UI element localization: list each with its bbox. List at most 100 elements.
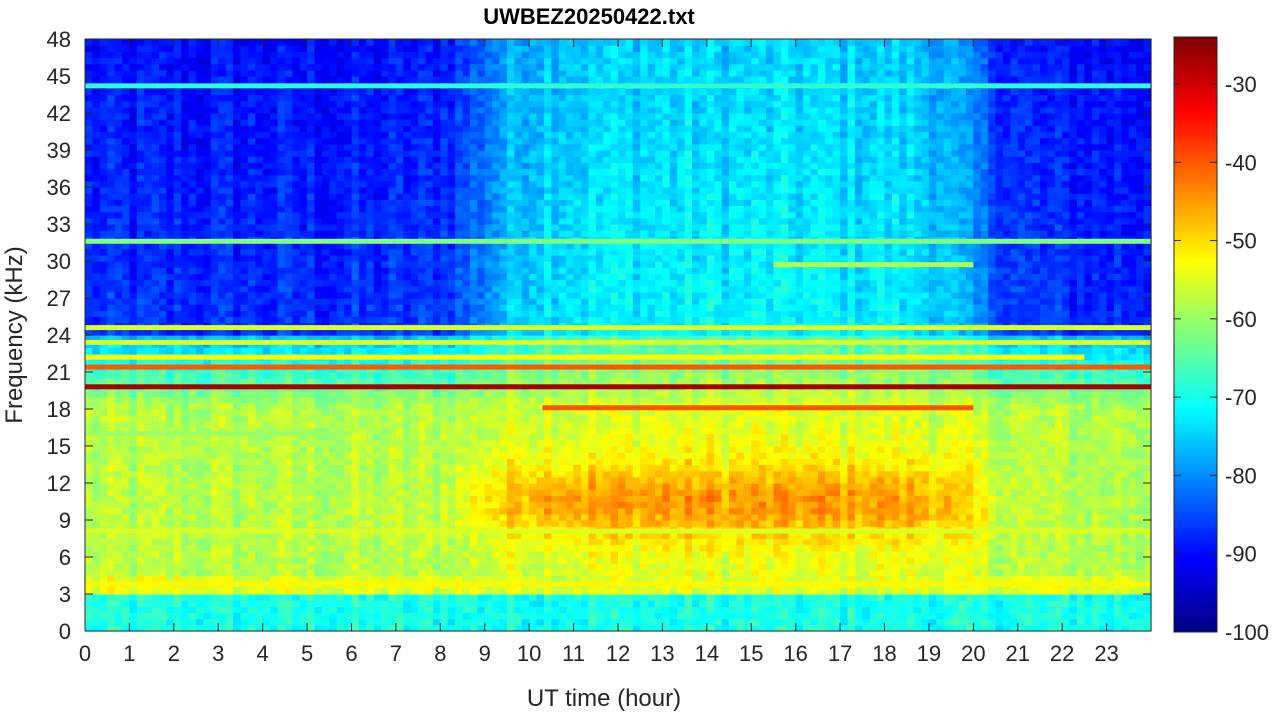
heatmap-cell <box>344 125 353 133</box>
heatmap-cell <box>314 427 323 435</box>
heatmap-cell <box>99 409 108 416</box>
heatmap-cell <box>218 557 227 564</box>
heatmap-cell <box>277 557 286 564</box>
heatmap-cell <box>307 569 316 577</box>
heatmap-cell <box>388 415 397 422</box>
heatmap-cell <box>92 143 101 151</box>
heatmap-cell <box>99 575 108 583</box>
heatmap-cell <box>299 575 308 583</box>
heatmap-cell <box>144 520 153 527</box>
heatmap-cell <box>292 495 301 503</box>
heatmap-cell <box>284 230 293 237</box>
heatmap-cell <box>381 291 390 299</box>
heatmap-cell <box>462 224 471 231</box>
heatmap-cell <box>277 452 286 459</box>
heatmap-cell <box>395 612 404 620</box>
heatmap-cell <box>307 433 316 441</box>
heatmap-cell <box>85 137 93 145</box>
heatmap-cell <box>92 594 101 601</box>
heatmap-cell <box>336 143 345 151</box>
heatmap-cell <box>432 137 441 145</box>
heatmap-cell <box>99 180 108 188</box>
heatmap-cell <box>159 390 168 398</box>
heatmap-cell <box>225 328 234 336</box>
heatmap-cell <box>255 587 264 595</box>
heatmap-cell <box>410 119 419 126</box>
heatmap-cell <box>247 439 256 447</box>
heatmap-cell <box>462 291 471 299</box>
heatmap-cell <box>136 594 145 601</box>
heatmap-cell <box>373 415 382 422</box>
heatmap-cell <box>233 372 242 379</box>
heatmap-cell <box>262 291 271 299</box>
heatmap-cell <box>210 125 219 133</box>
heatmap-cell <box>144 507 153 515</box>
heatmap-cell <box>418 131 427 139</box>
heatmap-cell <box>307 156 316 163</box>
heatmap-cell <box>284 427 293 435</box>
heatmap-cell <box>381 180 390 188</box>
heatmap-cell <box>455 513 464 521</box>
heatmap-cell <box>85 532 93 540</box>
heatmap-cell <box>292 63 301 71</box>
heatmap-cell <box>418 156 427 163</box>
heatmap-cell <box>462 452 471 459</box>
heatmap-cell <box>129 316 138 324</box>
heatmap-cell <box>388 544 397 552</box>
heatmap-cell <box>173 378 182 385</box>
heatmap-cell <box>233 532 242 540</box>
heatmap-cell <box>218 464 227 472</box>
heatmap-cell <box>85 507 93 515</box>
heatmap-cell <box>292 205 301 213</box>
heatmap-cell <box>255 600 264 607</box>
heatmap-cell <box>181 137 190 145</box>
heatmap-cell <box>247 69 256 77</box>
heatmap-cell <box>373 125 382 133</box>
heatmap-cell <box>455 587 464 595</box>
heatmap-cell <box>107 587 116 595</box>
heatmap-cell <box>292 143 301 151</box>
heatmap-cell <box>344 532 353 540</box>
heatmap-cell <box>284 606 293 614</box>
heatmap-cell <box>99 143 108 151</box>
heatmap-cell <box>129 359 138 367</box>
heatmap-cell <box>210 409 219 416</box>
heatmap-cell <box>166 415 175 422</box>
heatmap-cell <box>329 433 338 441</box>
heatmap-cell <box>351 242 360 250</box>
heatmap-cell <box>144 600 153 607</box>
heatmap-cell <box>262 230 271 237</box>
heatmap-cell <box>233 495 242 503</box>
heatmap-cell <box>173 254 182 262</box>
heatmap-cell <box>299 421 308 429</box>
heatmap-cell <box>159 464 168 472</box>
heatmap-cell <box>218 600 227 607</box>
heatmap-cell <box>181 230 190 237</box>
heatmap-cell <box>388 106 397 114</box>
heatmap-cell <box>299 224 308 231</box>
heatmap-cell <box>129 378 138 385</box>
heatmap-cell <box>270 261 279 268</box>
heatmap-cell <box>99 328 108 336</box>
heatmap-cell <box>344 476 353 484</box>
heatmap-cell <box>284 378 293 385</box>
heatmap-cell <box>144 594 153 601</box>
heatmap-cell <box>358 316 367 324</box>
heatmap-cell <box>247 359 256 367</box>
heatmap-cell <box>166 211 175 219</box>
heatmap-cell <box>218 489 227 496</box>
heatmap-cell <box>144 187 153 194</box>
heatmap-cell <box>136 347 145 355</box>
heatmap-cell <box>122 291 131 299</box>
heatmap-cell <box>425 470 434 478</box>
heatmap-cell <box>240 100 249 108</box>
heatmap-cell <box>292 45 301 52</box>
heatmap-cell <box>292 618 301 626</box>
heatmap-cell <box>247 532 256 540</box>
heatmap-cell <box>122 310 131 318</box>
heatmap-cell <box>344 427 353 435</box>
heatmap-cell <box>388 248 397 256</box>
heatmap-cell <box>151 180 160 188</box>
heatmap-cell <box>432 421 441 429</box>
heatmap-cell <box>188 156 197 163</box>
